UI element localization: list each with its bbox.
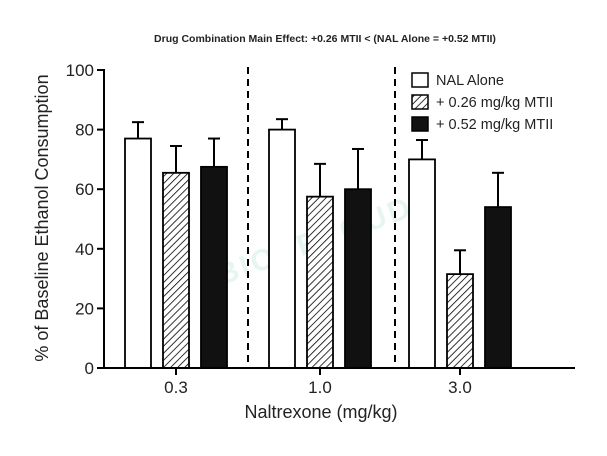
x-axis-label: Naltrexone (mg/kg) bbox=[244, 402, 397, 422]
bar-series-1-cat-3 bbox=[408, 158, 436, 369]
legend-swatch-1 bbox=[411, 72, 429, 88]
bar-series-3-cat-2 bbox=[344, 188, 372, 369]
y-tick-label-40: 40 bbox=[75, 240, 94, 259]
legend-label-3: + 0.52 mg/kg MTII bbox=[436, 117, 553, 133]
bars bbox=[124, 118, 512, 369]
bar-series-2-cat-3 bbox=[446, 273, 474, 369]
bar-series-3-cat-1 bbox=[200, 165, 228, 369]
bar-series-1-cat-2 bbox=[268, 128, 296, 369]
bar-series-3-cat-3 bbox=[484, 206, 512, 369]
y-tick-label-60: 60 bbox=[75, 180, 94, 199]
bar-series-2-cat-2 bbox=[306, 195, 334, 369]
x-tick-label-2: 1.0 bbox=[308, 378, 332, 397]
y-tick-label-20: 20 bbox=[75, 299, 94, 318]
group-dividers bbox=[247, 67, 396, 368]
y-tick-label-100: 100 bbox=[66, 61, 94, 80]
legend: NAL Alone + 0.26 mg/kg MTII + 0.52 mg/kg M… bbox=[411, 72, 553, 133]
x-tick-label-1: 0.3 bbox=[164, 378, 188, 397]
x-tick-label-3: 3.0 bbox=[448, 378, 472, 397]
bar-series-2-cat-1 bbox=[162, 171, 190, 369]
bar-series-1-cat-1 bbox=[124, 137, 152, 369]
y-axis-label: % of Baseline Ethanol Consumption bbox=[32, 74, 52, 361]
legend-swatch-3 bbox=[411, 116, 429, 132]
legend-swatch-2 bbox=[411, 94, 429, 110]
y-tick-label-80: 80 bbox=[75, 121, 94, 140]
chart-title: Drug Combination Main Effect: +0.26 MTII… bbox=[154, 33, 496, 45]
axes: 0 20 40 60 80 100 0.3 1.0 3.0 bbox=[66, 61, 575, 397]
legend-label-2: + 0.26 mg/kg MTII bbox=[436, 95, 553, 111]
legend-label-1: NAL Alone bbox=[436, 73, 504, 89]
y-tick-label-0: 0 bbox=[85, 359, 94, 378]
